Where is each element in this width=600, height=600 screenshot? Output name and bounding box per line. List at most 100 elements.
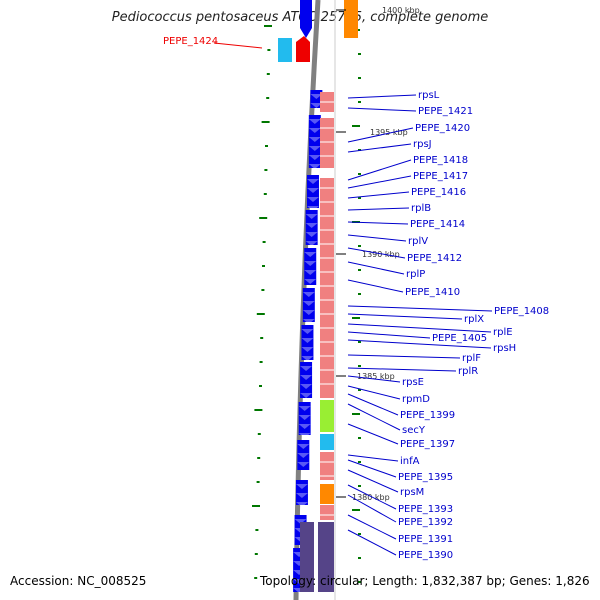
cds-block[interactable] bbox=[300, 362, 313, 398]
tick-mark-left bbox=[264, 169, 268, 171]
cds-chevron bbox=[297, 462, 310, 467]
cds-chevron bbox=[306, 188, 319, 193]
gene-leader-line bbox=[347, 279, 404, 293]
cds-block[interactable] bbox=[305, 210, 318, 245]
gene-leader-line bbox=[347, 323, 492, 333]
gene-leader-line bbox=[347, 375, 401, 383]
tick-mark-left bbox=[267, 49, 271, 51]
gene-label[interactable]: PEPE_1397 bbox=[400, 439, 455, 450]
gene-label[interactable]: PEPE_1410 bbox=[405, 287, 460, 298]
tick-mark-right bbox=[358, 461, 361, 463]
gene-leader-line bbox=[347, 529, 397, 556]
cds-chevron bbox=[300, 366, 313, 371]
orange-feature[interactable] bbox=[320, 484, 334, 504]
gene-label[interactable]: PEPE_1392 bbox=[398, 517, 453, 528]
gene-label[interactable]: PEPE_1421 bbox=[418, 106, 473, 117]
highlight-gene-label[interactable]: PEPE_1424 bbox=[163, 36, 218, 47]
tick-mark-right bbox=[358, 149, 361, 151]
gene-label[interactable]: PEPE_1390 bbox=[398, 550, 453, 561]
cds-chevron bbox=[310, 94, 323, 99]
pink-feature[interactable] bbox=[320, 505, 334, 520]
cds-chevron bbox=[308, 137, 321, 142]
gene-label[interactable]: rplR bbox=[458, 366, 478, 377]
gene-label[interactable]: PEPE_1417 bbox=[413, 171, 468, 182]
cds-chevron bbox=[301, 347, 314, 352]
gene-leader-line bbox=[347, 127, 414, 143]
slate-feature[interactable] bbox=[318, 522, 334, 592]
gene-label[interactable]: rpsJ bbox=[413, 139, 432, 150]
gene-label[interactable]: PEPE_1414 bbox=[410, 219, 465, 230]
highlight-cyan-feature[interactable] bbox=[278, 38, 292, 62]
tick-mark-left bbox=[257, 433, 261, 435]
gene-label[interactable]: rplB bbox=[411, 203, 431, 214]
cds-chevron bbox=[297, 444, 310, 449]
gene-label[interactable]: rplF bbox=[462, 353, 481, 364]
tick-mark-right bbox=[358, 485, 361, 487]
cds-block[interactable] bbox=[297, 440, 310, 470]
gene-label[interactable]: rpmD bbox=[402, 394, 430, 405]
pink-feature[interactable] bbox=[320, 178, 334, 398]
cds-block[interactable] bbox=[295, 480, 308, 505]
gene-leader-line bbox=[347, 107, 417, 112]
secY-feature[interactable] bbox=[320, 400, 334, 432]
top-orange-feature[interactable] bbox=[344, 0, 358, 38]
cds-chevron bbox=[304, 261, 317, 266]
cds-block[interactable] bbox=[298, 402, 311, 435]
gene-leader-line bbox=[347, 221, 409, 225]
cds-chevron bbox=[298, 415, 311, 420]
gene-label[interactable]: rplP bbox=[406, 269, 425, 280]
gene-label[interactable]: rpsL bbox=[418, 90, 440, 101]
gene-label[interactable]: rpsM bbox=[400, 487, 424, 498]
gene-leader-line bbox=[347, 494, 397, 523]
gene-label[interactable]: rpsH bbox=[493, 343, 516, 354]
pink-feature[interactable] bbox=[320, 118, 334, 168]
cds-block[interactable] bbox=[304, 248, 317, 285]
pink-feature[interactable] bbox=[320, 452, 334, 480]
cds-chevron bbox=[304, 279, 317, 284]
cds-block[interactable] bbox=[306, 175, 319, 208]
tick-mark-right bbox=[358, 197, 361, 199]
cds-chevron bbox=[298, 424, 311, 429]
gene-leader-line bbox=[347, 403, 401, 431]
cds-block[interactable] bbox=[308, 115, 321, 168]
gene-leader-line bbox=[347, 459, 397, 478]
gene-label[interactable]: PEPE_1393 bbox=[398, 504, 453, 515]
cds-block[interactable] bbox=[310, 90, 323, 108]
gene-label[interactable]: PEPE_1420 bbox=[415, 123, 470, 134]
gene-label[interactable]: infA bbox=[400, 456, 420, 467]
cds-block[interactable] bbox=[302, 288, 315, 322]
cds-block[interactable] bbox=[301, 325, 314, 360]
tick-mark-right bbox=[352, 413, 360, 415]
gene-label[interactable]: PEPE_1391 bbox=[398, 534, 453, 545]
gene-label[interactable]: PEPE_1412 bbox=[407, 253, 462, 264]
tick-mark-left bbox=[266, 97, 270, 99]
gene-label[interactable]: PEPE_1416 bbox=[411, 187, 466, 198]
gene-label[interactable]: PEPE_1405 bbox=[432, 333, 487, 344]
slate-feature-left[interactable] bbox=[300, 522, 314, 592]
gene-label[interactable]: PEPE_1395 bbox=[398, 472, 453, 483]
gene-label[interactable]: PEPE_1399 bbox=[400, 410, 455, 421]
gene-label[interactable]: PEPE_1408 bbox=[494, 306, 549, 317]
gene-leader-line bbox=[347, 247, 406, 259]
gene-label[interactable]: secY bbox=[402, 425, 426, 436]
gene-label[interactable]: rpsE bbox=[402, 377, 424, 388]
highlight-red-feature[interactable] bbox=[296, 36, 310, 62]
cds-chevron bbox=[308, 164, 321, 169]
tick-mark-right bbox=[358, 437, 361, 439]
gene-label[interactable]: rplE bbox=[493, 327, 513, 338]
gene-leader-line bbox=[347, 313, 463, 320]
accession-text: Accession: NC_008525 bbox=[10, 574, 147, 588]
gene-label[interactable]: rplX bbox=[464, 314, 484, 325]
cds-chevron bbox=[298, 406, 311, 411]
gene-leader-line bbox=[347, 393, 399, 416]
gene-label[interactable]: rplV bbox=[408, 236, 428, 247]
kbp-label: 1395 kbp bbox=[370, 128, 408, 137]
cyan-feature[interactable] bbox=[320, 434, 334, 450]
tick-mark-left bbox=[255, 529, 259, 531]
tick-mark-right bbox=[358, 269, 361, 271]
top-cds-feature[interactable] bbox=[300, 0, 312, 28]
cds-chevron bbox=[304, 270, 317, 275]
gene-label[interactable]: PEPE_1418 bbox=[413, 155, 468, 166]
tick-mark-left bbox=[262, 265, 265, 267]
